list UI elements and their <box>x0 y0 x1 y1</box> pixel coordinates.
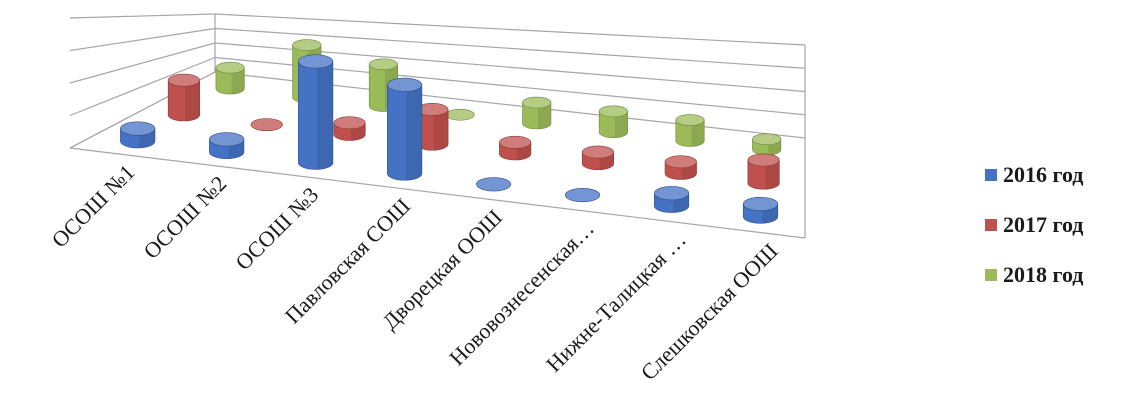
bar-top <box>581 145 615 159</box>
bar-2016-7 <box>653 186 690 213</box>
bar-2016-2 <box>209 132 245 160</box>
bar-top <box>120 121 156 136</box>
x-tick-label: ОСОШ №1 <box>47 159 140 252</box>
legend-label-2016: 2016 год <box>1003 162 1084 187</box>
bar-2016-8 <box>742 196 779 224</box>
bar-2017-5 <box>499 135 532 161</box>
bar-2016-3 <box>298 54 334 170</box>
bar-shade <box>406 84 422 181</box>
bar-2016-6 <box>564 188 601 203</box>
bar-top <box>292 39 322 51</box>
bar-shade <box>185 80 200 121</box>
bar-body <box>747 159 780 190</box>
bar-top <box>752 133 782 146</box>
legend-label-2018: 2018 год <box>1003 262 1084 287</box>
bar-top <box>445 108 475 121</box>
bar-top <box>664 155 697 169</box>
legend-swatch-2018 <box>985 269 997 281</box>
bar-shade <box>317 61 333 170</box>
bar-shade <box>691 120 705 147</box>
bar-2018-8 <box>752 133 782 156</box>
bar-2017-1 <box>167 73 200 122</box>
gridline <box>214 27 806 69</box>
bar-top <box>499 135 532 149</box>
bar-top <box>250 118 283 132</box>
legend-item-2016: 2016 год <box>985 160 1083 190</box>
bar-top <box>368 58 398 71</box>
bar-2018-1 <box>215 61 245 95</box>
bar-shade <box>538 102 551 129</box>
bar-body <box>522 102 552 130</box>
side-gridline <box>69 13 216 19</box>
bar-2017-3 <box>333 116 366 141</box>
bar-body <box>387 84 423 181</box>
bar-top <box>387 77 423 92</box>
bar-shade <box>433 109 449 151</box>
bar-body <box>598 111 628 138</box>
legend-swatch-2017 <box>985 219 997 231</box>
bar-top <box>747 153 780 167</box>
legend-swatch-2016 <box>985 169 997 181</box>
bar-top <box>522 96 552 109</box>
bar-body <box>167 79 200 122</box>
chart-bars <box>120 39 782 224</box>
bar-2016-1 <box>120 121 156 149</box>
bar-2016-5 <box>476 177 512 192</box>
bar-body <box>675 119 705 147</box>
bar-body <box>215 67 245 95</box>
side-gridline <box>69 56 216 117</box>
bar-top <box>298 54 334 69</box>
gridline <box>214 13 806 46</box>
bar-shade <box>765 160 780 190</box>
bar-2017-4 <box>416 103 449 151</box>
bar-top <box>598 105 628 118</box>
bar-top <box>653 186 690 201</box>
side-gridline <box>69 42 216 84</box>
bar-2018-7 <box>675 114 705 147</box>
bar-2018-4 <box>445 108 475 121</box>
bar-2017-8 <box>747 153 780 190</box>
bar-2017-6 <box>581 145 615 171</box>
legend-item-2017: 2017 год <box>985 210 1083 240</box>
bar-top <box>167 73 200 87</box>
bar-top <box>564 188 601 203</box>
bar-top <box>215 61 245 74</box>
bar-top <box>333 116 366 130</box>
x-tick-label: ОСОШ №3 <box>230 182 323 275</box>
legend-label-2017: 2017 год <box>1003 212 1084 237</box>
bar-2016-4 <box>387 77 423 181</box>
bar-2017-7 <box>664 155 697 180</box>
bar-top <box>476 177 512 192</box>
bar-2017-2 <box>250 118 283 132</box>
bar-body <box>298 61 334 170</box>
bar-2018-5 <box>522 96 552 130</box>
chart-floor <box>70 72 805 238</box>
floor-front-edge <box>69 147 806 239</box>
side-gridline <box>69 27 216 52</box>
bar-shade <box>231 67 245 94</box>
x-tick-label: ОСОШ №2 <box>138 171 231 264</box>
bar-top <box>742 196 779 211</box>
bar-top <box>209 132 245 147</box>
bar-2018-6 <box>598 105 628 138</box>
legend-item-2018: 2018 год <box>985 260 1083 290</box>
bar-top <box>675 114 705 126</box>
chart-legend: 2016 год 2017 год 2018 год <box>985 160 1083 310</box>
bar-shade <box>614 111 628 138</box>
